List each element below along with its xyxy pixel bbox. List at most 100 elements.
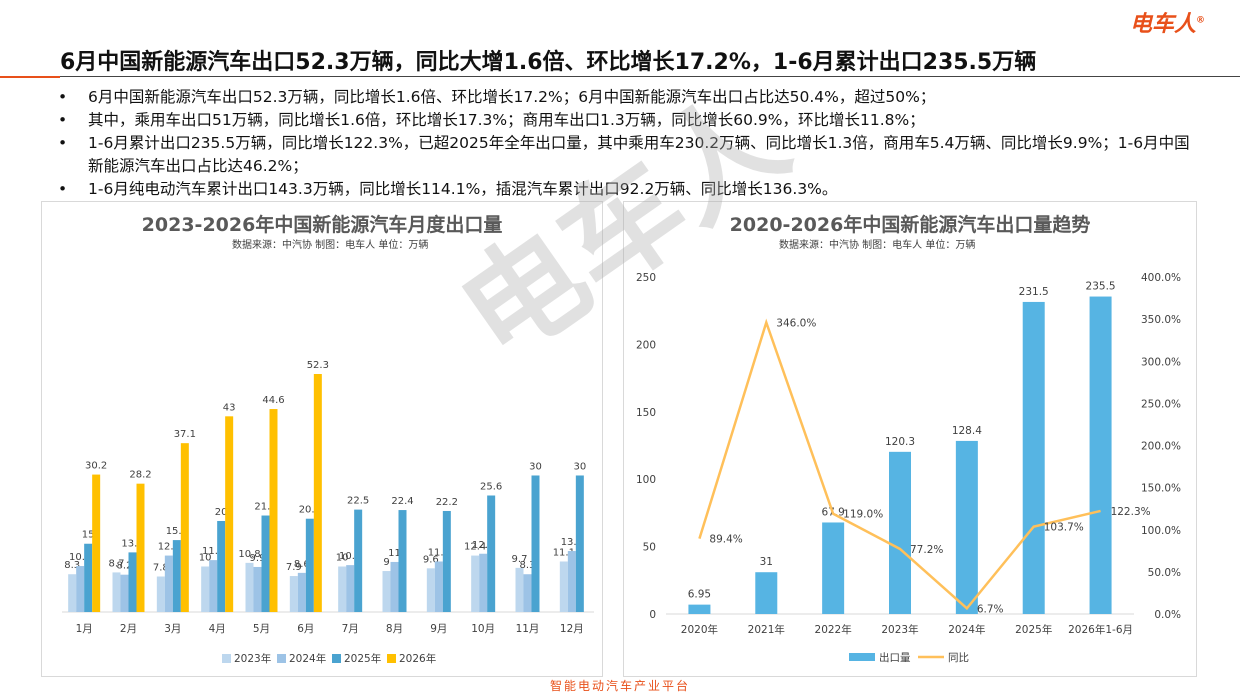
data-label: 11.4: [202, 546, 224, 557]
data-label: 8.6: [294, 559, 310, 570]
title-divider: [60, 76, 1240, 77]
data-label: 10.8: [238, 549, 260, 560]
data-label: 30: [573, 461, 586, 472]
data-label: 13.1: [121, 538, 143, 549]
x-tick-label: 2024年: [948, 623, 985, 636]
data-label: 30.2: [85, 461, 107, 472]
line-data-label: 119.0%: [843, 509, 883, 521]
data-label: 20.5: [299, 505, 321, 516]
legend-label: 2026年: [399, 652, 436, 665]
line-data-label: 6.7%: [977, 603, 1004, 615]
yoy-growth-line: [698, 318, 1101, 611]
data-label: 8.2: [117, 561, 133, 572]
bar-export-volume: [889, 451, 911, 614]
bar-2023年: [156, 576, 165, 612]
bar-2024年: [523, 574, 532, 612]
bar-2024年: [434, 561, 443, 612]
legend-swatch-2023年: [222, 654, 231, 663]
bar-2024年: [76, 566, 85, 612]
bar-2025年: [217, 520, 226, 612]
bar-2024年: [120, 574, 129, 612]
data-label: 10.1: [69, 552, 91, 563]
bar-2026年: [313, 374, 322, 612]
bar-2023年: [201, 566, 210, 612]
bar-2025年: [398, 510, 407, 612]
annual-chart-title: 2020-2026年中国新能源汽车出口量趋势: [729, 214, 1091, 236]
x-tick-label: 3月: [164, 623, 181, 635]
bar-2024年: [253, 566, 262, 612]
data-label: 12.8: [472, 540, 494, 551]
data-label: 8.3: [520, 560, 536, 571]
bar-2025年: [442, 510, 451, 612]
bar-2023年: [515, 567, 524, 612]
legend-swatch-2024年: [277, 654, 286, 663]
data-label: 9.6: [423, 554, 439, 565]
legend-swatch-2026年: [387, 654, 396, 663]
x-tick-label: 5月: [253, 623, 270, 635]
bar-data-label: 231.5: [1019, 286, 1049, 298]
data-label: 15: [82, 530, 95, 541]
line-data-label: 89.4%: [709, 534, 742, 546]
bar-2024年: [479, 553, 488, 612]
data-label: 10: [199, 552, 212, 563]
bullet-item: 1-6月累计出口235.5万辆，同比增长122.3%，已超2025年全年出口量，…: [58, 132, 1198, 178]
x-tick-label: 2月: [120, 623, 137, 635]
title-accent-line: [0, 76, 60, 78]
bar-2025年: [575, 475, 584, 612]
data-label: 12.4: [464, 542, 486, 553]
legend-label: 同比: [948, 651, 969, 664]
bar-2025年: [84, 543, 93, 612]
monthly-export-chart-panel: 2023-2026年中国新能源汽车月度出口量 数据来源：中汽协 制图：电车人 单…: [41, 201, 603, 677]
data-label: 37.1: [174, 429, 196, 440]
data-label: 28.2: [129, 470, 151, 481]
y-left-tick-label: 0: [649, 609, 656, 621]
y-right-tick-label: 300.0%: [1141, 356, 1181, 368]
monthly-export-chart: 8.310.11530.21月8.78.213.128.22月7.812.415…: [62, 360, 594, 665]
summary-bullets: 6月中国新能源汽车出口52.3万辆，同比增长1.6倍、环比增长17.2%；6月中…: [58, 86, 1198, 201]
bar-2023年: [68, 574, 77, 612]
bar-2026年: [136, 483, 145, 612]
bar-2024年: [567, 551, 576, 612]
y-right-tick-label: 0.0%: [1154, 609, 1181, 621]
data-label: 8.7: [109, 558, 125, 569]
x-tick-label: 12月: [560, 623, 584, 635]
data-label: 22.5: [347, 496, 369, 507]
data-label: 25.6: [480, 482, 502, 493]
bar-2024年: [209, 560, 218, 612]
data-label: 43: [223, 402, 236, 413]
y-right-tick-label: 250.0%: [1141, 398, 1181, 410]
x-tick-label: 10月: [471, 623, 495, 635]
legend-label: 2025年: [344, 652, 381, 665]
bar-export-volume: [822, 522, 845, 614]
bar-export-volume: [755, 572, 778, 614]
y-left-tick-label: 150: [636, 407, 656, 419]
x-tick-label: 1月: [76, 623, 93, 635]
x-tick-label: 2021年: [748, 623, 785, 636]
bullet-item: 6月中国新能源汽车出口52.3万辆，同比增长1.6倍、环比增长17.2%；6月中…: [58, 86, 1198, 109]
x-tick-label: 2022年: [815, 623, 852, 636]
bullet-item: 1-6月纯电动汽车累计出口143.3万辆，同比增长114.1%，插混汽车累计出口…: [58, 178, 1198, 201]
legend-swatch-bar: [849, 653, 875, 661]
monthly-chart-title: 2023-2026年中国新能源汽车月度出口量: [141, 214, 503, 236]
monthly-chart-subtitle: 数据来源：中汽协 制图：电车人 单位：万辆: [232, 240, 429, 251]
bar-export-volume: [688, 604, 711, 614]
legend-label: 2023年: [234, 652, 271, 665]
bar-2023年: [559, 561, 568, 612]
bar-2023年: [338, 566, 347, 612]
bar-2023年: [382, 571, 391, 612]
data-label: 22.4: [391, 496, 413, 507]
data-label: 12.4: [158, 542, 180, 553]
data-label: 20: [215, 507, 228, 518]
y-right-tick-label: 50.0%: [1148, 567, 1181, 579]
bar-2025年: [128, 552, 137, 612]
x-tick-label: 2020年: [681, 623, 718, 636]
bar-2025年: [487, 495, 496, 612]
bar-export-volume: [1022, 301, 1045, 614]
bar-2023年: [289, 576, 298, 612]
footer-slogan: 智能电动汽车产业平台: [549, 679, 690, 693]
data-label: 22.2: [436, 497, 458, 508]
y-right-tick-label: 200.0%: [1141, 441, 1181, 453]
bar-2025年: [354, 509, 363, 612]
x-tick-label: 7月: [342, 623, 359, 635]
y-left-tick-label: 250: [636, 272, 656, 284]
